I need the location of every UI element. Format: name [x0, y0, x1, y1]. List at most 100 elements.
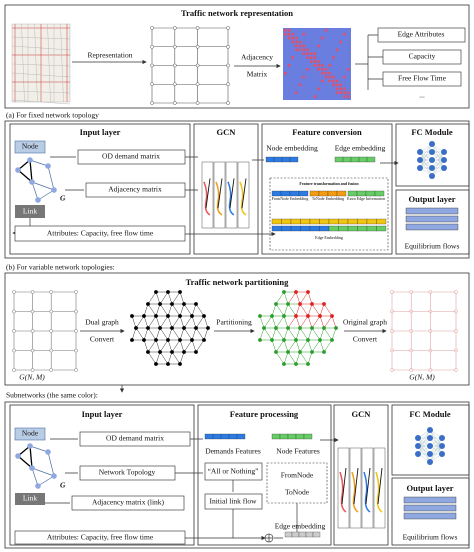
- matrix-cell: [328, 75, 331, 79]
- nn-edge: [431, 159, 445, 177]
- matrix-cell: [332, 75, 335, 79]
- network-node: [409, 329, 414, 333]
- dual-edge: [283, 327, 289, 341]
- dual-node: [298, 302, 302, 306]
- graph-edge: [31, 467, 39, 487]
- network-node: [409, 368, 414, 372]
- dual-node: [170, 326, 174, 330]
- panel-title: FC Module: [411, 127, 453, 137]
- dual-edge: [259, 315, 265, 329]
- matrix-cell: [291, 32, 294, 36]
- matrix-cell: [321, 68, 324, 71]
- dual-edge: [167, 291, 173, 305]
- dual-edge: [167, 351, 173, 365]
- matrix-cell: [335, 87, 339, 91]
- network-node: [74, 309, 78, 314]
- dual-node: [286, 326, 290, 330]
- dual-edge: [179, 315, 185, 329]
- dual-node: [178, 338, 182, 342]
- network-node: [454, 309, 458, 314]
- matrix-cell: [346, 91, 350, 94]
- network-node: [428, 290, 433, 294]
- dual-edge: [287, 351, 297, 365]
- matrix-cell: [291, 56, 294, 59]
- embedding-cell: [374, 190, 385, 197]
- dual-edge: [143, 303, 149, 317]
- network-node: [150, 44, 154, 49]
- label: FromNode Embedding: [272, 196, 309, 201]
- matrix-cell: [284, 71, 287, 75]
- nn-edge: [419, 143, 433, 161]
- dual-node: [178, 290, 182, 294]
- dual-node: [322, 302, 326, 306]
- network-node: [428, 309, 433, 314]
- embedding-cell: [328, 218, 339, 225]
- network-node: [195, 44, 200, 49]
- network-node: [12, 290, 16, 294]
- network-node: [195, 82, 200, 87]
- graph-node: [27, 443, 33, 449]
- dual-edge: [307, 291, 313, 305]
- matrix-cell: [302, 44, 306, 48]
- gcn-signal: [217, 178, 223, 209]
- dual-node: [294, 362, 298, 366]
- nn-node: [441, 165, 447, 171]
- dual-edge: [167, 303, 173, 317]
- dual-edge: [155, 303, 161, 317]
- network-node: [390, 309, 394, 314]
- subpanel: [9, 123, 191, 255]
- matrix-cell: [324, 29, 328, 32]
- dual-edge: [319, 315, 325, 329]
- box: [204, 462, 263, 481]
- dual-edge: [283, 315, 289, 329]
- dual-node: [306, 362, 310, 366]
- plus-op: [265, 534, 273, 542]
- label: G: [60, 481, 66, 490]
- network-node: [74, 329, 78, 333]
- dual-edge: [323, 303, 333, 317]
- dual-edge: [131, 327, 137, 341]
- dual-edge: [155, 351, 161, 365]
- label: Node Features: [276, 447, 320, 456]
- graph-edge: [29, 159, 33, 183]
- network-node: [428, 348, 433, 353]
- matrix-cell: [284, 29, 287, 32]
- embedding-cell: [273, 156, 283, 163]
- matrix-cell: [306, 52, 309, 55]
- dual-edge: [295, 315, 301, 329]
- subpanel: [197, 404, 332, 546]
- dual-edge: [191, 327, 197, 341]
- embedding-cell: [366, 225, 377, 232]
- dual-edge: [147, 315, 157, 329]
- network-node: [409, 348, 414, 353]
- embedding-cell: [220, 433, 230, 440]
- subpanel: [193, 123, 259, 255]
- graph-node: [45, 163, 51, 169]
- dual-edge: [147, 339, 157, 353]
- dual-edge: [191, 315, 197, 329]
- dual-edge: [155, 315, 161, 329]
- matrix-cell: [321, 64, 324, 67]
- dual-node: [282, 362, 286, 366]
- network-node: [150, 26, 154, 30]
- network-node: [49, 290, 54, 294]
- dual-node: [154, 338, 158, 342]
- embedding-cell: [309, 218, 320, 225]
- dual-edge: [283, 303, 289, 317]
- embedding-cell: [289, 156, 299, 163]
- node-tag: [14, 427, 46, 441]
- label: Convert: [90, 335, 115, 344]
- matrix-cell: [343, 91, 346, 94]
- network-node: [195, 101, 200, 105]
- matrix-cell: [313, 56, 317, 59]
- gcn-signal: [375, 471, 383, 513]
- matrix-cell: [343, 32, 346, 36]
- dual-node: [206, 326, 210, 330]
- nn-node: [439, 451, 445, 457]
- output-bar: [403, 496, 457, 504]
- dual-edge: [143, 327, 149, 341]
- graph-edge: [47, 165, 55, 191]
- embedding-cell: [204, 433, 214, 440]
- dual-edge: [299, 291, 309, 305]
- nn-node: [441, 149, 447, 155]
